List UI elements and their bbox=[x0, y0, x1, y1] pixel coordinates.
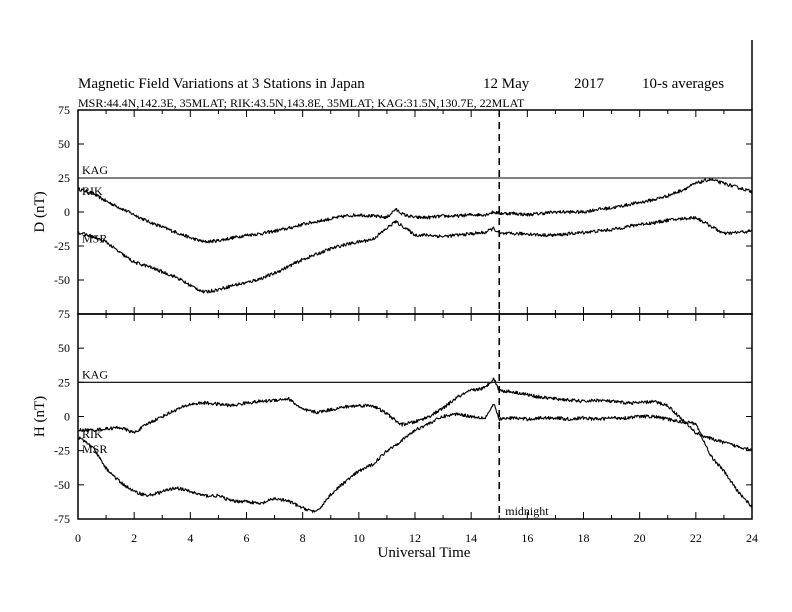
y-tick-label: -50 bbox=[54, 273, 70, 287]
x-tick-label: 8 bbox=[300, 531, 306, 545]
x-tick-label: 16 bbox=[521, 531, 533, 545]
x-tick-label: 2 bbox=[131, 531, 137, 545]
stations-info: MSR:44.4N,142.3E, 35MLAT; RIK:43.5N,143.… bbox=[78, 96, 525, 110]
series-line-rik-h bbox=[77, 377, 753, 451]
series-line-msr-h bbox=[77, 403, 753, 513]
y-tick-label: 0 bbox=[64, 205, 70, 219]
y-axis-label-d: D (nT) bbox=[32, 191, 48, 232]
y-tick-label: -25 bbox=[54, 444, 70, 458]
y-tick-label: 25 bbox=[58, 375, 70, 389]
y-tick-label: 50 bbox=[58, 137, 70, 151]
series-label-msr-h: MSR bbox=[82, 442, 107, 456]
series-line-msr-d bbox=[77, 215, 753, 294]
x-tick-label: 12 bbox=[409, 531, 421, 545]
x-tick-label: 10 bbox=[353, 531, 365, 545]
y-tick-label: -50 bbox=[54, 478, 70, 492]
chart-year: 2017 bbox=[574, 76, 605, 92]
x-tick-label: 4 bbox=[187, 531, 193, 545]
chart-title: Magnetic Field Variations at 3 Stations … bbox=[78, 76, 365, 92]
series-label-rik-d: RIK bbox=[82, 184, 103, 198]
y-tick-label: 50 bbox=[58, 341, 70, 355]
chart-averaging: 10-s averages bbox=[642, 76, 724, 92]
series-line-rik-d bbox=[77, 177, 753, 244]
x-tick-label: 24 bbox=[746, 531, 758, 545]
y-tick-label: 75 bbox=[58, 307, 70, 321]
x-tick-label: 22 bbox=[690, 531, 702, 545]
x-tick-label: 14 bbox=[465, 531, 477, 545]
y-tick-label: -25 bbox=[54, 239, 70, 253]
x-tick-label: 18 bbox=[578, 531, 590, 545]
series-label-kag-d: KAG bbox=[82, 163, 108, 177]
y-tick-label: 0 bbox=[64, 410, 70, 424]
y-axis-label-h: H (nT) bbox=[32, 396, 48, 437]
x-tick-label: 6 bbox=[244, 531, 250, 545]
y-tick-label: 75 bbox=[58, 103, 70, 117]
chart-date: 12 May bbox=[483, 76, 530, 92]
y-tick-label: -75 bbox=[54, 512, 70, 526]
x-tick-label: 20 bbox=[634, 531, 646, 545]
series-label-kag-h: KAG bbox=[82, 367, 108, 381]
midnight-label: midnight bbox=[505, 504, 549, 518]
y-tick-label: 25 bbox=[58, 171, 70, 185]
x-tick-label: 0 bbox=[75, 531, 81, 545]
series-label-rik-h: RIK bbox=[82, 427, 103, 441]
x-axis-label: Universal Time bbox=[378, 545, 471, 561]
series-label-msr-d: MSR bbox=[82, 231, 107, 245]
